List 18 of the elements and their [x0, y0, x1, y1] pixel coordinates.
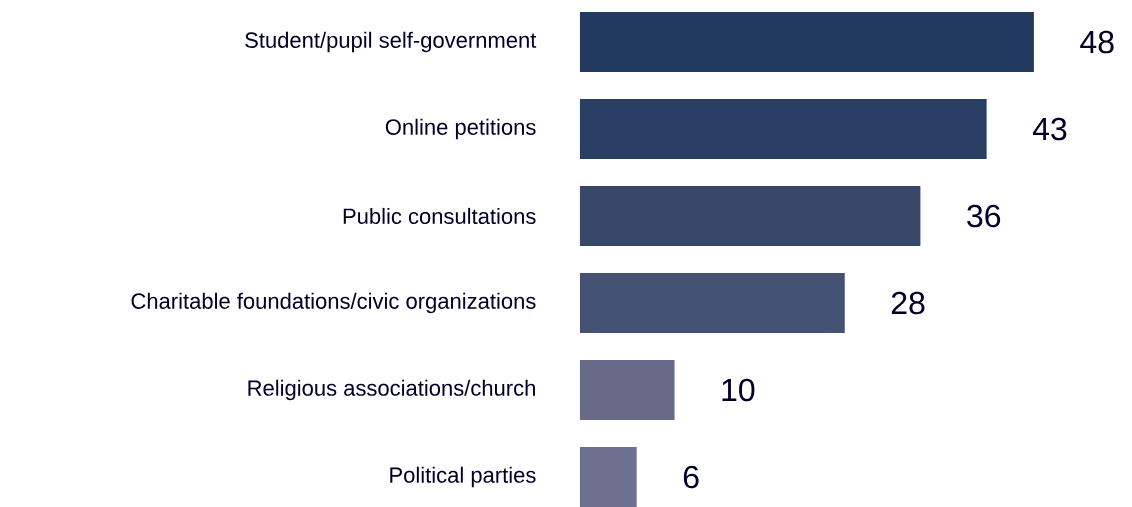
data-label: 36: [967, 204, 1001, 228]
data-label: 6: [683, 465, 699, 489]
bar: [579, 185, 921, 247]
y-tick-label: Political parties: [390, 466, 536, 488]
data-label: 48: [1080, 30, 1114, 54]
y-tick-label: Charitable foundations/civic organizations: [131, 292, 536, 314]
data-label: 10: [722, 378, 755, 402]
bar: [579, 12, 1034, 73]
y-tick-label: Student/pupil self-government: [245, 31, 537, 53]
bar: [579, 446, 637, 507]
y-tick-label: Religious associations/church: [248, 379, 535, 401]
bar: [579, 359, 675, 420]
bar: [579, 272, 845, 333]
y-tick-label: Public consultations: [343, 207, 536, 225]
bar: [579, 99, 987, 160]
y-tick-label: Online petitions: [385, 118, 536, 140]
data-label: 43: [1032, 117, 1067, 141]
data-label: 28: [891, 291, 925, 315]
